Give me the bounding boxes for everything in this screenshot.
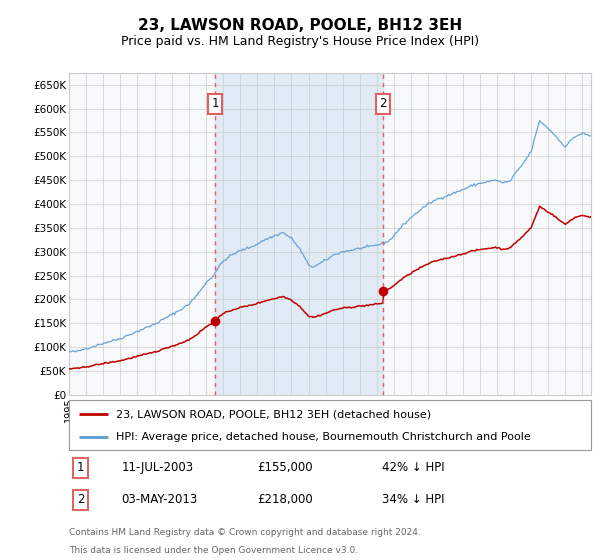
Text: £218,000: £218,000 (257, 493, 313, 506)
Text: 2: 2 (379, 97, 386, 110)
Bar (215, 73, 383, 395)
Text: 23, LAWSON ROAD, POOLE, BH12 3EH: 23, LAWSON ROAD, POOLE, BH12 3EH (138, 18, 462, 32)
Text: Price paid vs. HM Land Registry's House Price Index (HPI): Price paid vs. HM Land Registry's House … (121, 35, 479, 49)
Text: 1: 1 (77, 461, 84, 474)
Text: HPI: Average price, detached house, Bournemouth Christchurch and Poole: HPI: Average price, detached house, Bour… (116, 432, 531, 442)
Text: Contains HM Land Registry data © Crown copyright and database right 2024.: Contains HM Land Registry data © Crown c… (69, 528, 421, 536)
FancyBboxPatch shape (69, 400, 591, 450)
Text: 1: 1 (211, 97, 219, 110)
Text: £155,000: £155,000 (257, 461, 313, 474)
Text: This data is licensed under the Open Government Licence v3.0.: This data is licensed under the Open Gov… (69, 546, 358, 555)
Text: 23, LAWSON ROAD, POOLE, BH12 3EH (detached house): 23, LAWSON ROAD, POOLE, BH12 3EH (detach… (116, 409, 431, 419)
Text: 11-JUL-2003: 11-JUL-2003 (121, 461, 193, 474)
Text: 42% ↓ HPI: 42% ↓ HPI (382, 461, 445, 474)
Text: 03-MAY-2013: 03-MAY-2013 (121, 493, 197, 506)
Text: 2: 2 (77, 493, 84, 506)
Text: 34% ↓ HPI: 34% ↓ HPI (382, 493, 445, 506)
